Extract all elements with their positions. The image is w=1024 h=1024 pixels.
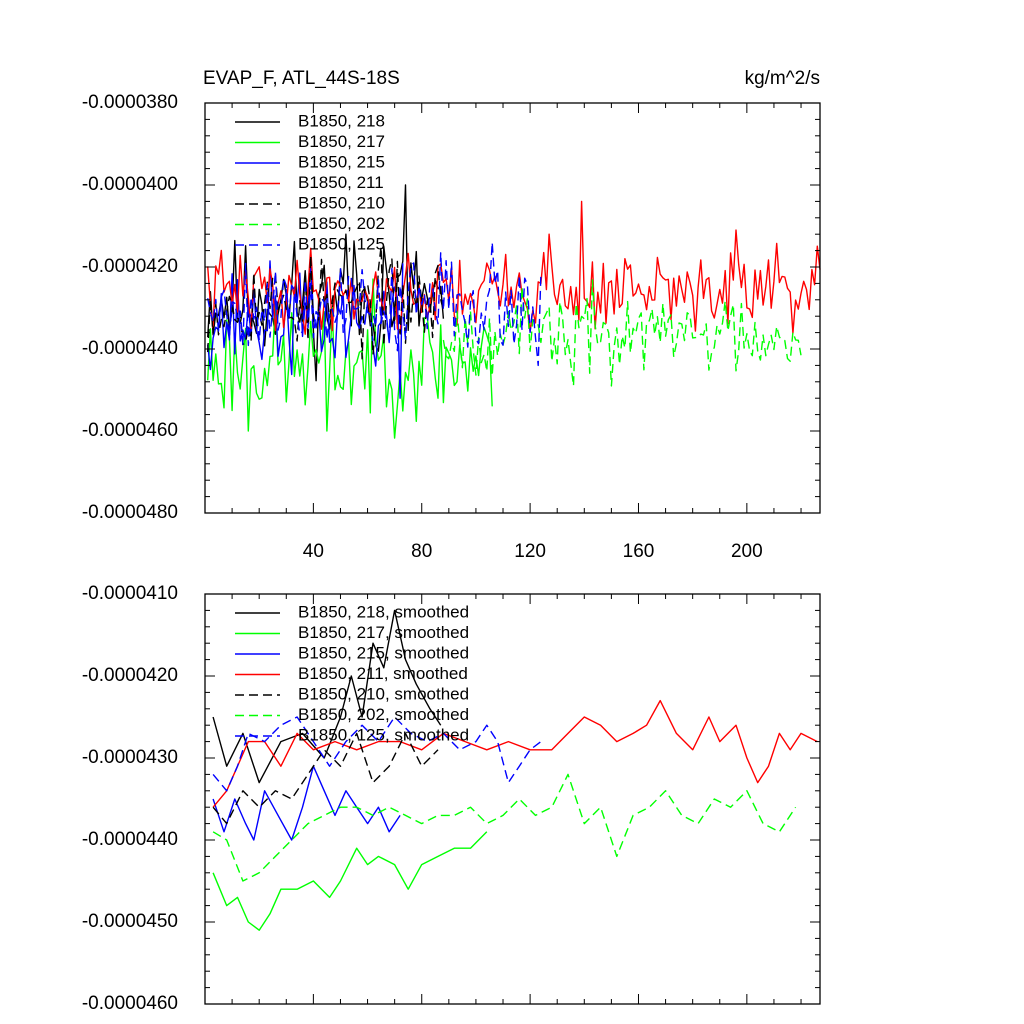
legend-label: B1850, 217 <box>298 132 385 151</box>
top-panel: B1850, 218 B1850, 217 B1850, 215 B1850, … <box>82 92 821 562</box>
top-x-axis-labels: 40 80 120 160 200 <box>303 541 763 562</box>
legend-label: B1850, 210 <box>298 193 385 212</box>
legend-entry: B1850, 125, smoothed <box>235 725 469 744</box>
legend-entry: B1850, 215 <box>235 152 385 171</box>
legend-entry: B1850, 211, smoothed <box>235 664 468 683</box>
bottom-panel: B1850, 218, smoothed B1850, 217, smoothe… <box>82 583 821 1014</box>
chart-title: EVAP_F, ATL_44S-18S <box>203 68 400 89</box>
series-line <box>212 732 439 825</box>
legend-label: B1850, 210, smoothed <box>298 684 469 703</box>
legend-entry: B1850, 202 <box>235 214 385 233</box>
legend-entry: B1850, 217 <box>235 132 385 151</box>
bottom-y-axis-labels: -0.0000410 -0.0000420 -0.0000430 -0.0000… <box>82 583 178 1014</box>
top-series-group <box>207 184 821 439</box>
legend-label: B1850, 218 <box>298 111 385 130</box>
y-tick-label: -0.0000440 <box>82 829 178 850</box>
legend-entry: B1850, 215, smoothed <box>235 643 469 662</box>
y-tick-label: -0.0000430 <box>82 747 178 768</box>
x-tick-label: 120 <box>514 541 546 562</box>
y-tick-label: -0.0000460 <box>82 993 178 1014</box>
y-tick-label: -0.0000400 <box>82 174 178 195</box>
legend-entry: B1850, 218 <box>235 111 385 130</box>
bottom-ticks <box>205 593 820 1005</box>
legend-entry: B1850, 211 <box>235 173 384 192</box>
legend-label: B1850, 202, smoothed <box>298 705 469 724</box>
top-ticks <box>205 102 820 514</box>
x-tick-label: 40 <box>303 541 324 562</box>
y-tick-label: -0.0000380 <box>82 92 178 113</box>
series-line <box>212 609 442 784</box>
legend-entry: B1850, 218, smoothed <box>235 602 469 621</box>
legend-entry: B1850, 202, smoothed <box>235 705 469 724</box>
legend-entry: B1850, 217, smoothed <box>235 623 469 642</box>
y-tick-label: -0.0000420 <box>82 665 178 686</box>
legend-label: B1850, 125 <box>298 234 385 253</box>
bottom-plot-frame <box>204 593 821 1005</box>
series-line <box>207 278 493 439</box>
series-line <box>212 765 401 841</box>
x-tick-label: 200 <box>731 541 763 562</box>
y-tick-label: -0.0000460 <box>82 420 178 441</box>
y-tick-label: -0.0000450 <box>82 911 178 932</box>
legend-label: B1850, 218, smoothed <box>298 602 469 621</box>
legend-label: B1850, 215, smoothed <box>298 643 469 662</box>
legend-entry: B1850, 125 <box>235 234 385 253</box>
legend-label: B1850, 211, smoothed <box>298 664 468 683</box>
legend-label: B1850, 215 <box>298 152 385 171</box>
series-line <box>207 245 445 360</box>
y-tick-label: -0.0000420 <box>82 256 178 277</box>
legend-entry: B1850, 210, smoothed <box>235 684 469 703</box>
top-legend: B1850, 218 B1850, 217 B1850, 215 B1850, … <box>235 111 385 253</box>
legend-label: B1850, 202 <box>298 214 385 233</box>
series-line <box>207 241 542 367</box>
series-line <box>212 699 818 808</box>
series-line <box>212 716 542 792</box>
series-line <box>207 200 821 335</box>
top-plot-frame <box>204 102 821 514</box>
x-tick-label: 80 <box>411 541 432 562</box>
x-tick-label: 160 <box>623 541 655 562</box>
series-line <box>212 831 488 931</box>
top-y-axis-labels: -0.0000380 -0.0000400 -0.0000420 -0.0000… <box>82 92 178 523</box>
chart-units: kg/m^2/s <box>745 68 820 89</box>
legend-label: B1850, 125, smoothed <box>298 725 469 744</box>
legend-label: B1850, 211 <box>298 173 384 192</box>
legend-entry: B1850, 210 <box>235 193 385 212</box>
bottom-series-group <box>212 609 818 931</box>
y-tick-label: -0.0000410 <box>82 583 178 604</box>
y-tick-label: -0.0000440 <box>82 338 178 359</box>
legend-label: B1850, 217, smoothed <box>298 623 469 642</box>
bottom-legend: B1850, 218, smoothed B1850, 217, smoothe… <box>235 602 469 744</box>
series-line <box>212 773 797 882</box>
y-tick-label: -0.0000480 <box>82 502 178 523</box>
